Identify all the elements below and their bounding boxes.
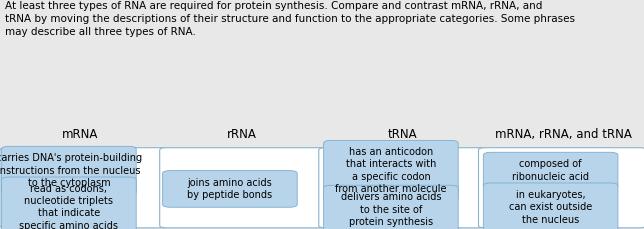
Text: delivers amino acids
to the site of
protein synthesis: delivers amino acids to the site of prot… [341,192,441,227]
Text: has an anticodon
that interacts with
a specific codon
from another molecule: has an anticodon that interacts with a s… [335,147,447,194]
Text: carries DNA's protein-building
instructions from the nucleus
to the cytoplasm: carries DNA's protein-building instructi… [0,153,142,188]
FancyBboxPatch shape [160,148,327,228]
FancyBboxPatch shape [1,146,136,195]
Text: joins amino acids
by peptide bonds: joins amino acids by peptide bonds [187,178,272,200]
FancyBboxPatch shape [478,148,644,228]
Text: rRNA: rRNA [227,128,256,141]
Text: tRNA: tRNA [388,128,417,141]
FancyBboxPatch shape [1,177,136,229]
Text: At least three types of RNA are required for protein synthesis. Compare and cont: At least three types of RNA are required… [5,1,575,37]
FancyBboxPatch shape [162,171,297,207]
Text: in eukaryotes,
can exist outside
the nucleus: in eukaryotes, can exist outside the nuc… [509,190,592,225]
FancyBboxPatch shape [323,140,458,201]
FancyBboxPatch shape [323,185,458,229]
FancyBboxPatch shape [483,183,618,229]
Text: composed of
ribonucleic acid: composed of ribonucleic acid [512,159,589,182]
FancyBboxPatch shape [483,152,618,189]
Text: mRNA: mRNA [62,128,99,141]
Text: mRNA, rRNA, and tRNA: mRNA, rRNA, and tRNA [495,128,632,141]
FancyBboxPatch shape [319,148,486,228]
Text: read as codons,
nucleotide triplets
that indicate
specific amino acids: read as codons, nucleotide triplets that… [19,184,118,229]
FancyBboxPatch shape [0,148,167,228]
